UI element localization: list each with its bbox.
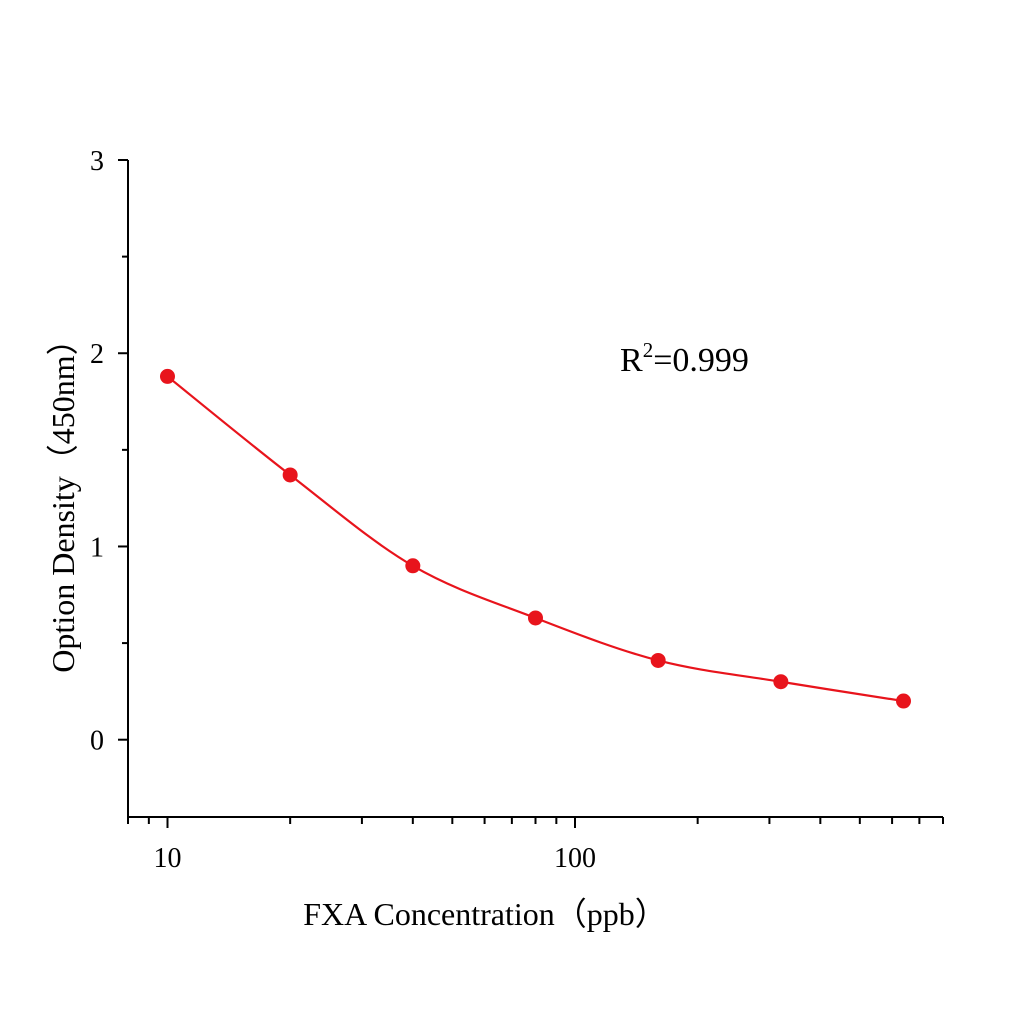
y-tick-label: 3 [90,146,104,177]
data-points [159,368,912,709]
x-tick-label: 10 [153,843,181,874]
data-point [405,558,421,574]
fit-curve [166,375,904,703]
y-axis-label: Option Density（450nm） [45,323,81,672]
r-squared-annotation: R2=0.999 [620,338,749,379]
data-point [896,693,912,709]
x-axis-label: FXA Concentration（ppb） [303,896,667,932]
data-point [282,467,298,483]
x-tick-label: 100 [554,843,596,874]
y-tick-label: 0 [90,726,104,757]
y-tick-label: 1 [90,532,104,563]
data-point [773,674,789,690]
data-point [650,652,666,668]
axes [127,160,943,818]
data-point [159,368,175,384]
ticks: 0 1 2 3 10 100 [90,146,944,874]
y-tick-label: 2 [90,339,104,370]
data-point [528,610,543,626]
